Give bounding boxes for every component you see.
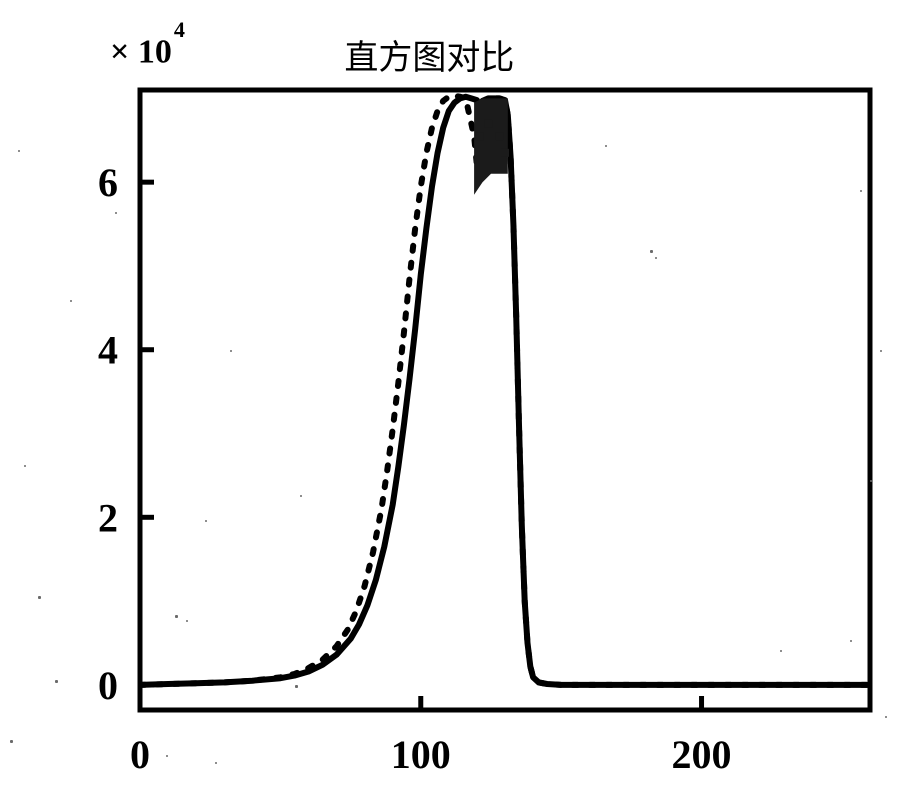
exp-power: 4 [174, 17, 185, 42]
y-tick-label: 4 [98, 328, 118, 373]
x-tick-label: 0 [130, 732, 150, 777]
series-solid [140, 97, 870, 685]
y-tick-label: 2 [98, 495, 118, 540]
series-dotted [140, 96, 870, 685]
plot-box [140, 90, 870, 710]
exp-base: 10 [138, 33, 172, 70]
scan-artifact-dot [501, 149, 509, 157]
chart-title: 直方图对比 [344, 30, 514, 79]
histogram-comparison-chart: 01002000246 直方图对比 × 104 [0, 0, 924, 804]
x-tick-label: 100 [391, 732, 451, 777]
y-axis-exponent: × 104 [110, 30, 183, 71]
exp-prefix: × [110, 33, 129, 70]
scan-artifact-dot [484, 120, 492, 128]
y-tick-label: 0 [98, 663, 118, 708]
scan-artifact-dot [495, 132, 503, 140]
y-tick-label: 6 [98, 160, 118, 205]
scan-artifact-dot [476, 132, 484, 140]
x-tick-label: 200 [672, 732, 732, 777]
chart-svg: 0 100 200 0 2 4 6 [0, 0, 924, 804]
scan-artifact-blotch [474, 98, 508, 194]
